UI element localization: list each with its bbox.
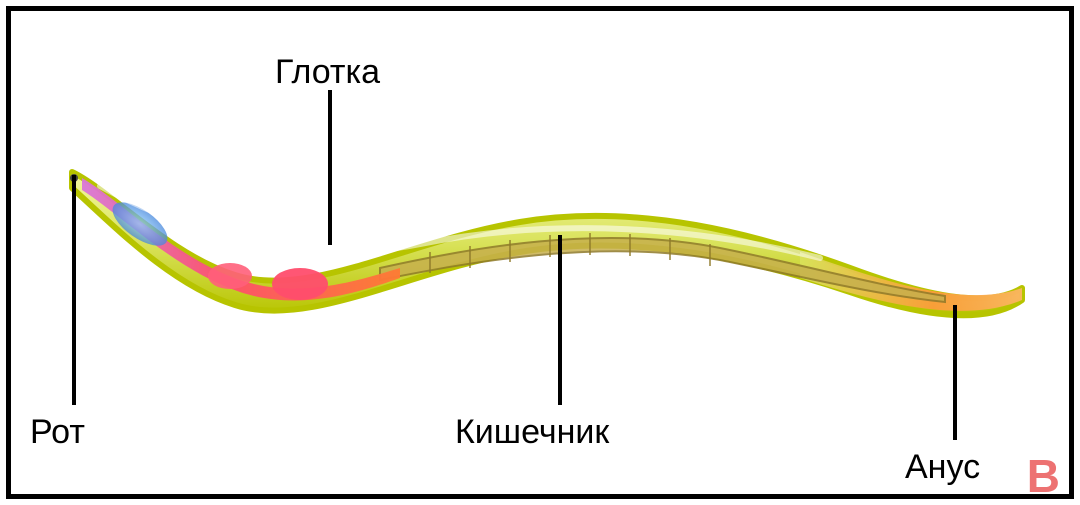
leader-pharynx	[328, 90, 332, 245]
watermark: B	[1027, 449, 1060, 503]
leader-anus	[953, 305, 957, 440]
label-pharynx: Глотка	[275, 55, 380, 89]
leader-mouth	[72, 175, 76, 405]
label-mouth: Рот	[30, 415, 85, 449]
leader-intestine	[558, 235, 562, 405]
label-intestine: Кишечник	[455, 415, 609, 449]
pharynx-bulb-2	[208, 263, 252, 289]
pharynx-bulb	[272, 268, 328, 300]
label-anus: Анус	[905, 450, 980, 484]
